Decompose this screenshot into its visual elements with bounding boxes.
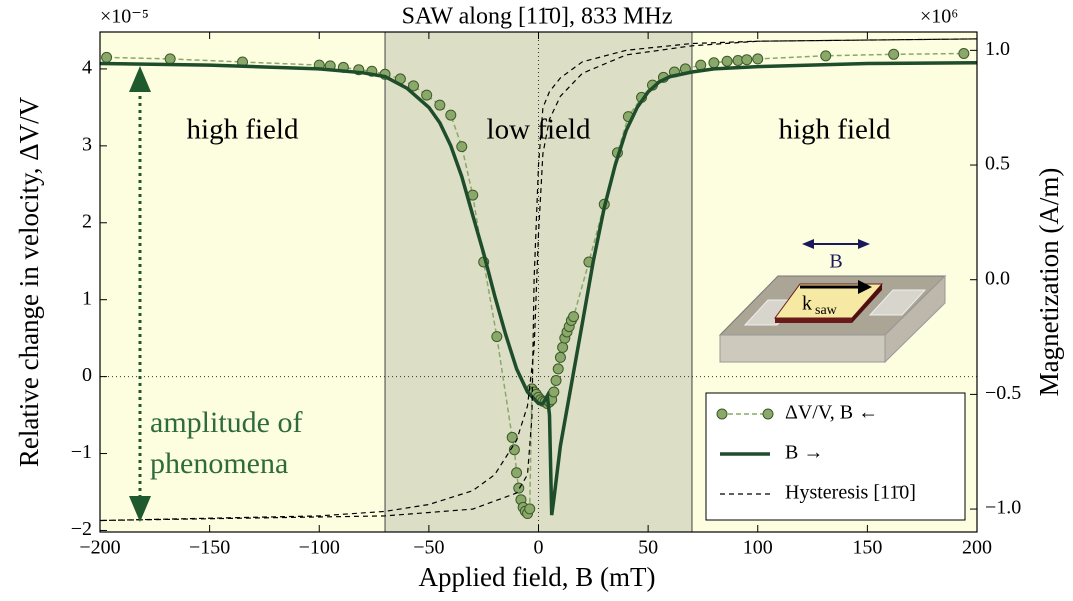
data-point: [820, 50, 832, 62]
data-point: [491, 331, 503, 343]
substrate-side: [884, 274, 946, 364]
field-label: B: [829, 251, 842, 273]
region-label: high field: [779, 114, 891, 146]
x-tick-label: 100: [743, 537, 773, 559]
y2-tick-label: 1.0: [985, 38, 1010, 60]
arrow-head: [129, 496, 151, 522]
x-tick-label: 200: [962, 537, 992, 559]
data-point: [456, 141, 468, 153]
data-point: [888, 48, 900, 60]
y-tick-label: 3: [82, 133, 92, 155]
chart-title: SAW along [11̄0], 833 MHz: [402, 4, 673, 30]
data-point: [511, 467, 523, 479]
data-point: [445, 109, 457, 121]
legend-label: B →: [785, 442, 823, 464]
data-point: [708, 57, 720, 69]
series-line: [99, 38, 978, 522]
y2-tick-label: −0.5: [985, 382, 1021, 404]
legend-box: [705, 392, 966, 521]
wave-arrow-head: [858, 280, 872, 294]
data-point: [421, 89, 433, 101]
plot: [99, 38, 978, 522]
substrate-front: [719, 334, 886, 363]
arrow-head: [129, 66, 151, 92]
series-line: [99, 61, 978, 516]
legend: ΔV/V, B ← B → Hysteresis [11̄0]: [705, 392, 966, 521]
field-arrow-head: [802, 239, 814, 249]
x-tick-label: −50: [413, 537, 444, 559]
amplitude-arrow: [129, 66, 151, 522]
legend-label: ΔV/V, B ←: [785, 402, 878, 424]
data-point: [164, 53, 176, 65]
x-tick-label: −150: [189, 537, 230, 559]
data-point: [101, 51, 113, 63]
data-point: [550, 374, 562, 386]
region: [100, 32, 386, 532]
data-point: [408, 80, 420, 92]
x-tick-label: 50: [638, 537, 658, 559]
y-multiplier: ×10⁻⁵: [100, 6, 149, 28]
y2-multiplier: ×10⁶: [920, 6, 958, 28]
y-tick-label: −2: [71, 518, 92, 540]
inset-device: B k saw: [718, 239, 947, 364]
data-point: [506, 431, 518, 443]
y-tick-label: 1: [82, 287, 92, 309]
y-tick-label: −1: [71, 441, 92, 463]
data-point: [434, 99, 446, 111]
legend-marker: [716, 408, 728, 420]
x-tick-label: 150: [852, 537, 882, 559]
x-axis-label: Applied field, B (mT): [419, 562, 656, 592]
wave-label-sub: saw: [815, 303, 838, 318]
y2-tick-label: 0.5: [985, 153, 1010, 175]
y2-tick-label: 0.0: [985, 267, 1010, 289]
data-point: [752, 53, 764, 65]
region-label: high field: [187, 114, 299, 146]
y2-tick-label: −1.0: [985, 497, 1021, 519]
wave-label: k: [802, 293, 812, 315]
data-point: [552, 363, 564, 375]
annotation: phenomena: [150, 447, 288, 480]
x-tick-label: 0: [534, 537, 544, 559]
data-point: [557, 341, 569, 353]
y-tick-label: 0: [82, 364, 92, 386]
x-tick-label: −200: [79, 537, 120, 559]
x-tick-label: −100: [299, 537, 340, 559]
data-point: [958, 48, 970, 60]
data-point: [554, 351, 566, 363]
film-edge: [852, 284, 882, 323]
y2-axis-label: Magnetization (A/m): [1034, 168, 1064, 397]
data-point: [524, 503, 536, 515]
field-arrow-head: [858, 239, 870, 249]
data-point: [548, 386, 560, 398]
data-point: [721, 55, 733, 67]
annotation: amplitude of: [150, 406, 302, 439]
film-edge: [775, 318, 852, 323]
y-tick-label: 2: [82, 210, 92, 232]
transducer: [868, 289, 927, 316]
data-point: [568, 311, 580, 323]
legend-marker: [762, 408, 774, 420]
y-axis-label: Relative change in velocity, ΔV/V: [14, 96, 44, 467]
y-tick-label: 4: [82, 57, 92, 79]
legend-label: Hysteresis [11̄0]: [785, 482, 916, 504]
data-point: [741, 54, 753, 66]
